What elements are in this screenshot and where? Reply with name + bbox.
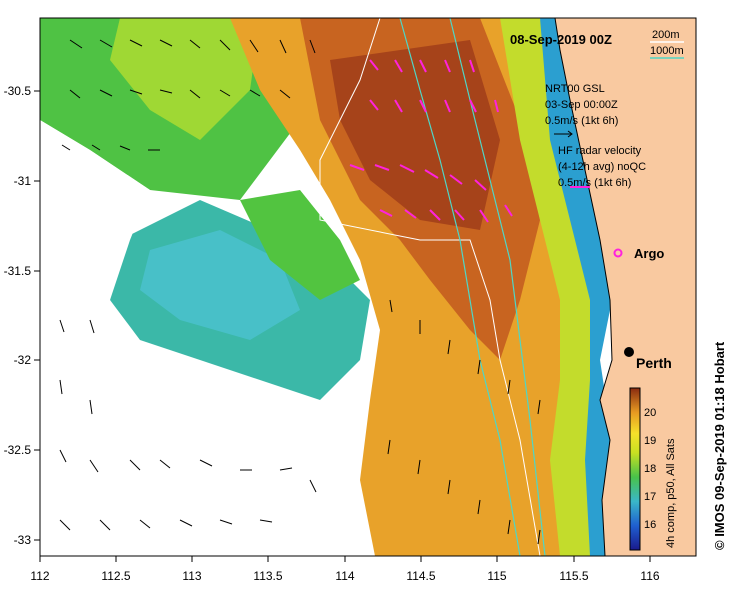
model-legend-line2: 03-Sep 00:00Z	[545, 99, 618, 111]
colorbar-tick-20: 20	[644, 407, 656, 419]
y-tick-31: -31	[14, 174, 32, 188]
model-current-arrows	[59, 39, 541, 545]
model-legend-line1: NRT00 GSL	[545, 83, 605, 95]
x-tick-112: 112	[30, 569, 49, 583]
credit-label: © IMOS 09-Sep-2019 01:18 Hobart	[712, 341, 727, 550]
colorbar: 20 19 18 17 16 4h comp, p50, All Sats	[629, 387, 677, 551]
sst-field	[40, 18, 696, 556]
depth-legend: 200m 1000m	[650, 29, 684, 59]
radar-legend-line1: HF radar velocity	[558, 145, 642, 157]
y-tick-30.5: -30.5	[4, 84, 32, 98]
x-tick-114: 114	[335, 569, 354, 583]
x-tick-114.5: 114.5	[406, 569, 435, 583]
model-legend-line3: 0.5m/s (1kt 6h)	[545, 115, 618, 127]
colorbar-tick-17: 17	[644, 491, 656, 503]
y-tick-marks	[34, 90, 40, 541]
hf-radar-arrows	[349, 59, 513, 223]
perth-marker: Perth	[624, 347, 672, 371]
colorbar-label: 4h comp, p50, All Sats	[665, 438, 677, 548]
x-tick-marks	[39, 556, 651, 562]
y-tick-31.5: -31.5	[4, 264, 32, 278]
argo-label: Argo	[634, 246, 664, 261]
colorbar-tick-18: 18	[644, 463, 656, 475]
y-tick-32.5: -32.5	[4, 443, 32, 457]
perth-city-icon	[624, 347, 634, 357]
depth-legend-200: 200m	[652, 29, 680, 41]
argo-marker: Argo	[613, 246, 664, 261]
map-title: 08-Sep-2019 00Z	[510, 32, 612, 47]
argo-icon	[613, 248, 623, 258]
y-tick-33: -33	[14, 533, 32, 547]
depth-legend-1000: 1000m	[650, 45, 684, 57]
model-legend: NRT00 GSL 03-Sep 00:00Z 0.5m/s (1kt 6h)	[545, 83, 618, 138]
radar-legend: HF radar velocity (4-12h avg) noQC 0.5m/…	[558, 145, 646, 189]
radar-legend-line3: 0.5m/s (1kt 6h)	[558, 177, 631, 189]
colorbar-gradient	[629, 387, 641, 551]
x-tick-115: 115	[487, 569, 506, 583]
x-tick-116: 116	[640, 569, 659, 583]
plot-frame	[39, 17, 697, 557]
colorbar-tick-16: 16	[644, 519, 656, 531]
x-tick-115.5: 115.5	[559, 569, 588, 583]
city-label: Perth	[636, 355, 672, 371]
y-tick-32: -32	[14, 353, 32, 367]
x-tick-112.5: 112.5	[101, 569, 130, 583]
radar-legend-line2: (4-12h avg) noQC	[558, 161, 646, 173]
colorbar-tick-19: 19	[644, 435, 656, 447]
x-tick-113.5: 113.5	[253, 569, 282, 583]
x-tick-113: 113	[182, 569, 201, 583]
